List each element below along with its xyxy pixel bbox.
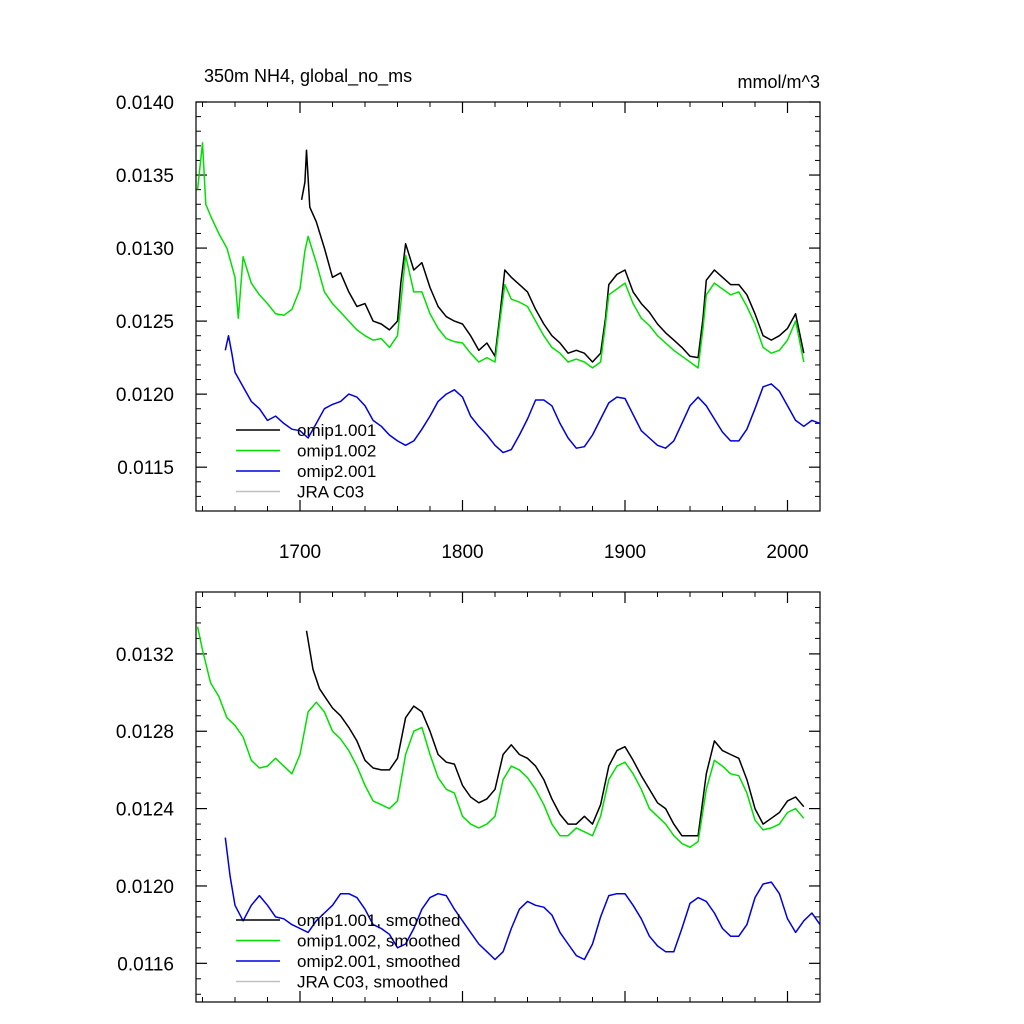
y-tick-label: 0.0124: [116, 800, 175, 821]
ticks-bottom: 0.0116 0.0120 0.0124 0.0128 0.0132: [116, 592, 821, 1002]
series-line: [224, 334, 821, 454]
y-tick-label: 0.0140: [116, 93, 174, 114]
panel-top: 350m NH4, global_no_ms mmol/m^3 1700 1800…: [116, 66, 821, 563]
plot-frame-top: [195, 101, 821, 512]
y-tick-label: 0.0115: [117, 458, 174, 479]
plot-frame-bottom: [195, 591, 821, 1003]
y-tick-label: 0.0120: [116, 385, 174, 406]
ticks-top: 1700 1800 1900 2000 0.0115 0.0120 0.0125 0.0130…: [116, 93, 821, 563]
y-tick-label: 0.0120: [116, 877, 174, 898]
series-line: [300, 149, 805, 363]
y-tick-label: 0.0135: [116, 166, 174, 187]
series-bottom: [196, 626, 821, 961]
x-tick-label: 2000: [766, 542, 808, 563]
series-line: [196, 626, 805, 849]
series-line: [305, 630, 805, 837]
x-tick-label: 1800: [441, 542, 483, 563]
legend-label: omip1.002: [297, 442, 376, 461]
y-tick-label: 0.0132: [116, 645, 174, 666]
legend-bottom: omip1.001, smoothed omip1.002, smoothedom…: [236, 911, 461, 992]
series-top: [196, 142, 821, 454]
panel-bottom: 0.0116 0.0120 0.0124 0.0128 0.0132 omip1.001…: [116, 591, 821, 1003]
series-line: [196, 142, 805, 369]
legend-label: omip1.002, smoothed: [297, 932, 461, 951]
x-tick-label: 1900: [604, 542, 646, 563]
legend-label: omip1.001: [297, 421, 376, 440]
y-tick-label: 0.0130: [116, 239, 174, 260]
legend-label: JRA C03, smoothed: [297, 973, 448, 992]
units-label: mmol/m^3: [738, 72, 820, 92]
y-tick-label: 0.0125: [116, 312, 174, 333]
legend-label: omip1.001, smoothed: [297, 911, 461, 930]
x-tick-label: 1700: [279, 542, 321, 563]
legend-label: JRA C03: [297, 483, 364, 502]
chart-title: 350m NH4, global_no_ms: [204, 66, 412, 87]
series-line: [224, 837, 821, 961]
legend-label: omip2.001, smoothed: [297, 952, 461, 971]
y-tick-label: 0.0128: [116, 722, 174, 743]
legend-label: omip2.001: [297, 462, 376, 481]
y-tick-label: 0.0116: [117, 954, 174, 975]
